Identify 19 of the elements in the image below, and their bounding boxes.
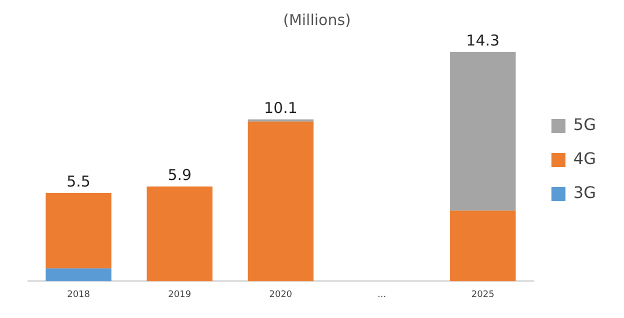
x-tick-label: ... bbox=[378, 290, 386, 300]
bar bbox=[248, 122, 314, 282]
bar bbox=[450, 52, 516, 211]
bar bbox=[46, 192, 112, 268]
bar bbox=[450, 210, 516, 282]
x-tick-label: 2019 bbox=[168, 290, 192, 300]
x-tick-label: 2020 bbox=[269, 290, 292, 300]
chart-title: (Millions) bbox=[283, 10, 351, 29]
legend-label: 3G bbox=[573, 183, 596, 202]
annotation: 10.1 bbox=[264, 98, 298, 117]
legend-label: 5G bbox=[573, 115, 596, 134]
annotation: 5.5 bbox=[66, 172, 90, 190]
x-tick-label: 2025 bbox=[471, 290, 494, 300]
annotation: 5.9 bbox=[168, 166, 192, 184]
bar bbox=[146, 186, 212, 282]
bar bbox=[46, 268, 112, 282]
legend-label: 4G bbox=[573, 149, 596, 168]
annotation: 14.3 bbox=[466, 31, 500, 50]
x-tick-label: 2018 bbox=[67, 290, 90, 300]
